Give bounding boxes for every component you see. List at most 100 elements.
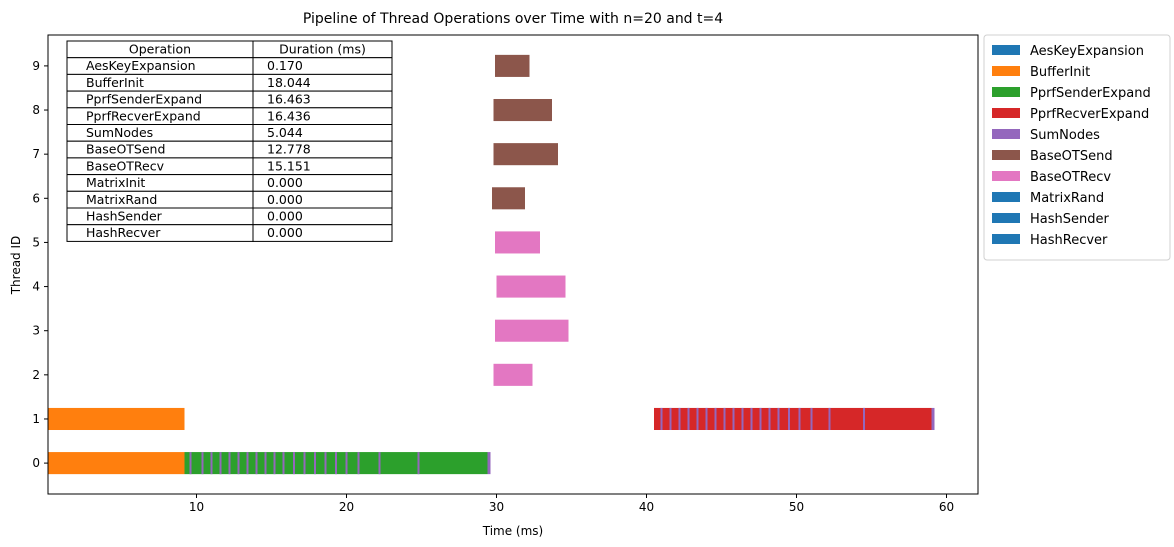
table-operation: HashSender [86, 209, 163, 224]
sumnodes-marker [357, 452, 360, 475]
y-tick-label: 8 [32, 103, 40, 117]
bar-segment [931, 407, 935, 431]
sumnodes-marker [210, 452, 213, 475]
bar-segment [495, 319, 569, 342]
axes: 10 20 30 40 50 60 0 1 2 3 4 5 6 7 8 9 [32, 34, 979, 514]
sumnodes-marker [660, 407, 663, 431]
table-operation: SumNodes [86, 125, 153, 140]
y-tick-label: 2 [32, 368, 40, 382]
legend-swatch [992, 129, 1020, 139]
table-duration: 16.436 [267, 108, 311, 123]
sumnodes-marker [798, 407, 801, 431]
legend-label: HashSender [1030, 212, 1109, 227]
legend-label: SumNodes [1030, 128, 1100, 143]
sumnodes-marker [282, 452, 285, 475]
legend-swatch [992, 234, 1020, 244]
x-tick-label: 30 [489, 500, 504, 514]
table-duration: 16.463 [267, 92, 311, 107]
table-duration: 0.000 [267, 225, 303, 240]
table-duration: 0.000 [267, 209, 303, 224]
table-header: Operation [129, 42, 191, 57]
table-duration: 18.044 [267, 75, 311, 90]
y-axis-label: Thread ID [9, 236, 23, 296]
sumnodes-marker [669, 407, 672, 431]
sumnodes-marker [219, 452, 222, 475]
bar-segment [495, 231, 540, 254]
table-operation: BaseOTSend [86, 142, 165, 157]
sumnodes-marker [768, 407, 771, 431]
bar-segment [496, 275, 566, 298]
sumnodes-marker [345, 452, 348, 475]
x-axis-label: Time (ms) [482, 524, 544, 538]
legend-label: PprfRecverExpand [1030, 107, 1149, 122]
table-duration: 0.170 [267, 58, 303, 73]
bar-segment [492, 187, 525, 210]
bar-segment [493, 363, 533, 386]
legend-frame [983, 34, 1171, 261]
sumnodes-marker [687, 407, 690, 431]
sumnodes-marker [678, 407, 681, 431]
sumnodes-marker [314, 452, 316, 475]
chart-title: Pipeline of Thread Operations over Time … [303, 11, 723, 27]
sumnodes-marker [303, 452, 306, 475]
bar-segment [493, 98, 552, 122]
legend-swatch [992, 66, 1020, 76]
legend-label: BaseOTRecv [1030, 170, 1111, 185]
table-duration: 15.151 [267, 158, 311, 173]
legend-label: HashRecver [1030, 233, 1108, 248]
bar-segment [48, 407, 185, 431]
sumnodes-marker [777, 407, 780, 431]
sumnodes-marker [273, 452, 276, 475]
x-tick-label: 20 [339, 500, 354, 514]
sumnodes-marker [696, 407, 699, 431]
table-operation: AesKeyExpansion [86, 58, 196, 73]
sumnodes-marker [246, 452, 249, 475]
x-tick-label: 40 [639, 500, 654, 514]
x-tick-label: 60 [939, 500, 954, 514]
sumnodes-marker [293, 452, 295, 475]
duration-table: Operation Duration (ms) AesKeyExpansion 0.1… [66, 40, 393, 242]
sumnodes-marker [732, 407, 735, 431]
sumnodes-marker [828, 407, 831, 431]
bar-segment [493, 143, 558, 166]
table-operation: HashRecver [86, 225, 161, 240]
table-operation: MatrixInit [86, 175, 145, 190]
legend-label: MatrixRand [1030, 191, 1104, 206]
table-operation: PprfRecverExpand [86, 108, 201, 123]
table-duration: 5.044 [267, 125, 303, 140]
plot-frame [47, 34, 979, 495]
table-operation: MatrixRand [86, 192, 157, 207]
sumnodes-marker [201, 452, 204, 475]
y-tick-label: 5 [32, 235, 40, 249]
x-tick-label: 50 [789, 500, 804, 514]
legend-label: BaseOTSend [1030, 149, 1113, 164]
sumnodes-marker [741, 407, 744, 431]
legend-swatch [992, 192, 1020, 202]
sumnodes-marker [788, 407, 790, 431]
x-tick-label: 10 [189, 500, 204, 514]
sumnodes-marker [863, 407, 865, 431]
y-tick-label: 9 [32, 59, 40, 73]
y-tick-label: 0 [32, 456, 40, 470]
y-tick-label: 6 [32, 191, 40, 205]
sumnodes-marker [705, 407, 708, 431]
y-tick-label: 3 [32, 324, 40, 338]
table-operation: BufferInit [86, 75, 144, 90]
sumnodes-marker [759, 407, 762, 431]
sumnodes-marker [714, 407, 717, 431]
legend-label: PprfSenderExpand [1030, 86, 1151, 101]
bar-segment [495, 54, 530, 77]
legend-swatch [992, 108, 1020, 118]
y-tick-label: 4 [32, 280, 40, 294]
table-duration: 12.778 [267, 142, 311, 157]
table-operation: BaseOTRecv [86, 158, 165, 173]
legend: AesKeyExpansion BufferInit PprfSenderExpan… [983, 34, 1171, 261]
sumnodes-marker [810, 407, 813, 431]
sumnodes-marker [750, 407, 753, 431]
y-tick-label: 7 [32, 147, 40, 161]
table-header: Duration (ms) [279, 42, 366, 57]
legend-label: AesKeyExpansion [1030, 44, 1144, 59]
table-duration: 0.000 [267, 192, 303, 207]
sumnodes-marker [228, 452, 231, 475]
